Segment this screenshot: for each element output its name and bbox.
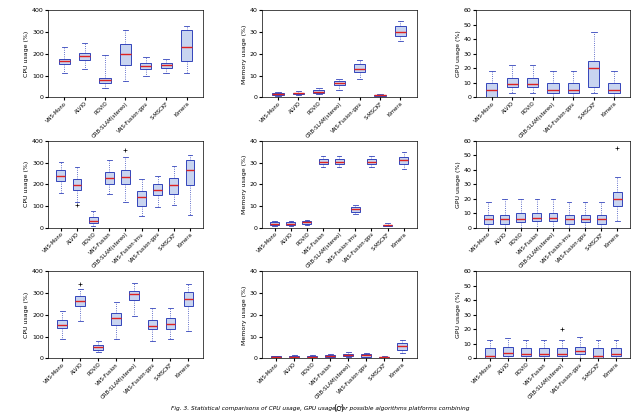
Y-axis label: GPU usage (%): GPU usage (%) xyxy=(456,161,461,208)
PathPatch shape xyxy=(111,313,122,325)
PathPatch shape xyxy=(547,83,559,93)
PathPatch shape xyxy=(147,321,157,329)
PathPatch shape xyxy=(343,353,353,356)
PathPatch shape xyxy=(609,83,620,93)
PathPatch shape xyxy=(166,318,175,329)
PathPatch shape xyxy=(72,179,81,190)
PathPatch shape xyxy=(313,90,324,93)
PathPatch shape xyxy=(79,53,90,60)
PathPatch shape xyxy=(395,26,406,36)
Text: (c): (c) xyxy=(333,404,345,412)
Y-axis label: Memory usage (%): Memory usage (%) xyxy=(242,154,247,214)
PathPatch shape xyxy=(539,348,549,356)
PathPatch shape xyxy=(271,356,281,358)
Text: Fig. 3. Statistical comparisons of CPU usage, GPU usage, for possible algorithms: Fig. 3. Statistical comparisons of CPU u… xyxy=(171,406,469,411)
PathPatch shape xyxy=(105,172,114,185)
PathPatch shape xyxy=(121,170,130,185)
PathPatch shape xyxy=(557,348,567,356)
PathPatch shape xyxy=(286,222,295,225)
PathPatch shape xyxy=(516,213,525,222)
PathPatch shape xyxy=(76,296,85,306)
Y-axis label: CPU usage (%): CPU usage (%) xyxy=(24,161,29,208)
PathPatch shape xyxy=(120,44,131,65)
PathPatch shape xyxy=(333,81,345,85)
Y-axis label: Memory usage (%): Memory usage (%) xyxy=(242,285,247,344)
PathPatch shape xyxy=(527,78,538,87)
PathPatch shape xyxy=(367,159,376,164)
PathPatch shape xyxy=(613,192,622,206)
PathPatch shape xyxy=(307,356,317,357)
Text: (b): (b) xyxy=(333,273,345,282)
PathPatch shape xyxy=(351,207,360,212)
PathPatch shape xyxy=(153,185,162,195)
PathPatch shape xyxy=(186,160,195,185)
PathPatch shape xyxy=(397,343,407,350)
PathPatch shape xyxy=(564,215,573,224)
PathPatch shape xyxy=(325,355,335,357)
Y-axis label: GPU usage (%): GPU usage (%) xyxy=(456,30,461,77)
PathPatch shape xyxy=(293,93,304,94)
PathPatch shape xyxy=(129,291,140,300)
PathPatch shape xyxy=(507,78,518,87)
PathPatch shape xyxy=(58,321,67,328)
PathPatch shape xyxy=(289,356,299,357)
PathPatch shape xyxy=(503,347,513,356)
PathPatch shape xyxy=(383,225,392,226)
Y-axis label: CPU usage (%): CPU usage (%) xyxy=(24,292,29,338)
PathPatch shape xyxy=(485,348,495,358)
PathPatch shape xyxy=(580,215,589,222)
PathPatch shape xyxy=(588,61,599,87)
PathPatch shape xyxy=(303,221,312,224)
PathPatch shape xyxy=(486,83,497,97)
PathPatch shape xyxy=(484,215,493,224)
PathPatch shape xyxy=(548,213,557,221)
PathPatch shape xyxy=(93,345,104,350)
Y-axis label: Memory usage (%): Memory usage (%) xyxy=(242,24,247,84)
PathPatch shape xyxy=(532,213,541,221)
PathPatch shape xyxy=(181,30,192,61)
PathPatch shape xyxy=(319,159,328,164)
PathPatch shape xyxy=(575,347,585,354)
PathPatch shape xyxy=(273,94,284,95)
PathPatch shape xyxy=(354,63,365,73)
PathPatch shape xyxy=(568,83,579,93)
PathPatch shape xyxy=(140,63,152,69)
PathPatch shape xyxy=(161,63,172,68)
PathPatch shape xyxy=(335,159,344,164)
PathPatch shape xyxy=(270,222,279,225)
PathPatch shape xyxy=(137,191,146,206)
PathPatch shape xyxy=(611,348,621,356)
PathPatch shape xyxy=(374,95,385,96)
PathPatch shape xyxy=(59,59,70,63)
Y-axis label: CPU usage (%): CPU usage (%) xyxy=(24,30,29,77)
PathPatch shape xyxy=(170,178,179,194)
PathPatch shape xyxy=(56,170,65,181)
PathPatch shape xyxy=(597,215,606,224)
PathPatch shape xyxy=(521,348,531,356)
PathPatch shape xyxy=(399,157,408,164)
PathPatch shape xyxy=(593,348,603,358)
Text: (a): (a) xyxy=(333,143,345,152)
PathPatch shape xyxy=(89,217,98,223)
PathPatch shape xyxy=(500,215,509,224)
PathPatch shape xyxy=(99,78,111,82)
PathPatch shape xyxy=(361,354,371,357)
Y-axis label: GPU usage (%): GPU usage (%) xyxy=(456,292,461,338)
PathPatch shape xyxy=(184,292,193,306)
PathPatch shape xyxy=(380,357,389,358)
